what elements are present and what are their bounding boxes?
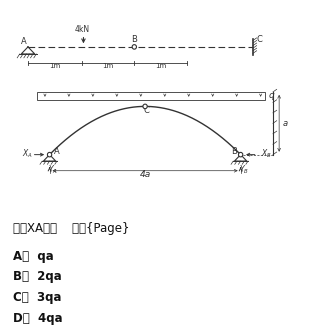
Text: C: C (256, 35, 262, 44)
Text: A．  qa: A． qa (13, 250, 53, 263)
Text: A: A (54, 147, 59, 156)
Text: A: A (21, 37, 26, 46)
Circle shape (143, 104, 147, 109)
Text: $Y_A$: $Y_A$ (48, 163, 58, 176)
Text: a: a (283, 119, 288, 128)
Text: D．  4qa: D． 4qa (13, 312, 62, 325)
Text: B: B (131, 35, 137, 44)
Text: 反力XA为（    ）。{Page}: 反力XA为（ ）。{Page} (13, 222, 129, 235)
Text: C．  3qa: C． 3qa (13, 291, 61, 304)
Text: $X_A$: $X_A$ (22, 148, 33, 160)
Text: 4a: 4a (139, 170, 151, 179)
Circle shape (239, 152, 243, 157)
Bar (37, 92, 265, 100)
Circle shape (132, 45, 136, 49)
Text: B．  2qa: B． 2qa (13, 270, 61, 283)
Text: $Y_B$: $Y_B$ (239, 163, 249, 176)
Text: 1m: 1m (49, 63, 61, 69)
Text: B: B (231, 147, 237, 156)
Text: C: C (144, 107, 150, 116)
Circle shape (48, 152, 52, 157)
Text: 1m: 1m (155, 63, 166, 69)
Text: 1m: 1m (102, 63, 114, 69)
Text: 4kN: 4kN (74, 25, 90, 35)
Text: q: q (268, 91, 274, 100)
Text: $X_B$: $X_B$ (261, 148, 272, 160)
